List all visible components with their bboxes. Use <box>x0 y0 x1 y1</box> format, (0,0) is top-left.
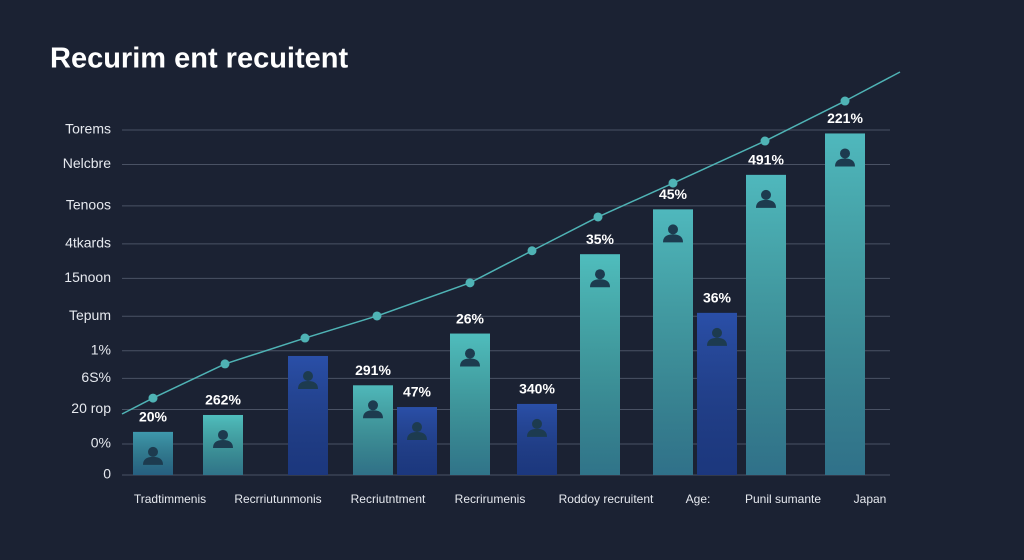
person-icon <box>527 428 547 437</box>
trend-extension <box>121 397 154 415</box>
y-tick-label: Tenoos <box>66 197 111 213</box>
person-icon <box>532 418 542 429</box>
person-icon <box>460 358 480 367</box>
person-icon <box>412 422 422 433</box>
x-tick-label: Tradtimmenis <box>134 492 206 506</box>
value-label: 35% <box>586 231 615 247</box>
x-tick-label: Japan <box>854 492 887 506</box>
value-label: 26% <box>456 310 485 326</box>
y-tick-label: Tepum <box>69 307 111 323</box>
trend-marker <box>760 136 770 146</box>
trend-marker <box>220 359 230 369</box>
x-tick-label: Roddoy recruitent <box>559 492 654 506</box>
trend-marker <box>300 333 310 343</box>
person-icon <box>218 429 228 440</box>
value-label: 262% <box>205 392 241 408</box>
x-tick-label: Recriutntment <box>351 492 426 506</box>
y-tick-label: 4tkards <box>65 235 111 251</box>
person-icon <box>663 234 683 243</box>
y-tick-label: 20 rop <box>71 400 111 416</box>
person-icon <box>303 370 313 381</box>
person-icon <box>595 269 605 280</box>
person-icon <box>835 158 855 167</box>
person-icon <box>668 224 678 235</box>
value-label: 45% <box>659 186 688 202</box>
y-tick-label: 1% <box>91 342 111 358</box>
value-label: 36% <box>703 290 732 306</box>
trend-marker <box>372 311 382 321</box>
value-label: 291% <box>355 362 391 378</box>
value-label: 340% <box>519 381 555 397</box>
trend-marker <box>668 178 678 188</box>
y-tick-label: 0 <box>103 466 111 482</box>
x-tick-label: Recrirumenis <box>455 492 526 506</box>
y-tick-label: 6S% <box>81 369 111 385</box>
y-tick-label: 15noon <box>64 269 111 285</box>
trend-marker <box>465 278 475 288</box>
bar-shade <box>517 403 557 475</box>
person-icon <box>407 432 427 441</box>
person-icon <box>368 400 378 411</box>
person-icon <box>363 410 383 419</box>
bar-shade <box>397 407 437 475</box>
person-icon <box>148 446 158 457</box>
bar-shade <box>825 133 865 475</box>
x-tick-label: Punil sumante <box>745 492 821 506</box>
value-label: 20% <box>139 409 168 425</box>
person-icon <box>712 327 722 338</box>
y-tick-label: Torems <box>65 121 111 137</box>
person-icon <box>213 439 233 448</box>
trend-marker <box>840 96 850 106</box>
bar-shade <box>746 174 786 475</box>
trend-marker <box>527 246 537 256</box>
trend-marker <box>593 212 603 222</box>
person-icon <box>707 337 727 346</box>
person-icon <box>590 279 610 288</box>
person-icon <box>761 189 771 200</box>
trend-line <box>152 100 846 399</box>
x-tick-label: Age: <box>686 492 711 506</box>
person-icon <box>840 148 850 159</box>
bar-shade <box>580 254 620 475</box>
trend-marker <box>148 393 158 403</box>
value-label: 491% <box>748 152 784 168</box>
x-tick-label: Recrriutunmonis <box>234 492 321 506</box>
bar-shade <box>353 385 393 475</box>
trend-extension <box>844 71 901 102</box>
person-icon <box>465 348 475 359</box>
person-icon <box>756 199 776 208</box>
person-icon <box>298 380 318 389</box>
y-tick-label: Nelcbre <box>63 155 111 171</box>
y-tick-label: 0% <box>91 435 111 451</box>
person-icon <box>143 456 163 465</box>
value-label: 47% <box>403 384 432 400</box>
value-label: 221% <box>827 110 863 126</box>
chart-title: Recurim ent recuitent <box>50 43 348 75</box>
bar-shade <box>653 209 693 475</box>
